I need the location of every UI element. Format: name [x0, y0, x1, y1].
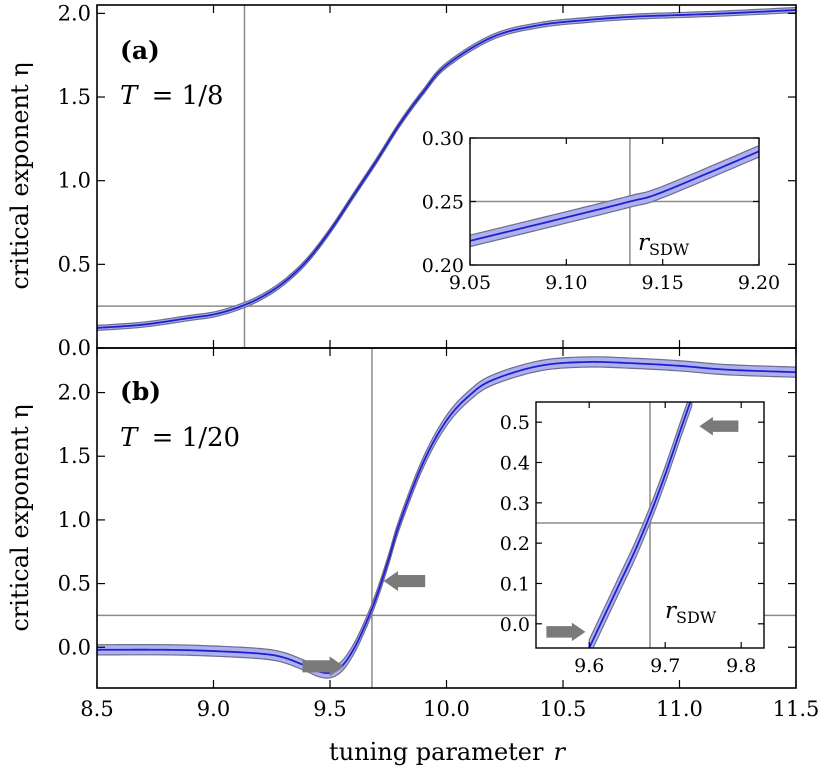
- inset-b-ytick-label-0: 0.0: [500, 614, 530, 636]
- panel-b-ytick-label-4: 2.0: [58, 381, 91, 405]
- inset-a-xtick-label-0: 9.05: [449, 272, 491, 294]
- inset-b-ytick-label-5: 0.5: [500, 412, 530, 434]
- inset-b-line-0: [588, 402, 692, 648]
- panel-a-ytick-label-3: 1.5: [58, 85, 91, 109]
- inset-a-line-0: [470, 150, 759, 242]
- inset-b-band-0: [588, 402, 693, 648]
- inset-a-rsdw-label: rSDW: [638, 230, 690, 259]
- panel-b-line-0: [97, 361, 796, 674]
- panel-b-temp-value: = 1/20: [152, 423, 240, 453]
- inset-b-ytick-label-4: 0.4: [500, 452, 530, 474]
- panel-a-inset: 0.20 0.25 0.30 9.05 9.10 9.15 9.20 rSDW: [422, 128, 780, 294]
- panel-b-xtick-label-4: 10.5: [540, 697, 587, 721]
- panel-b-ytick-label-2: 1.0: [58, 508, 91, 532]
- panel-a-label: (a): [120, 36, 160, 65]
- inset-b-arrow-0: [546, 622, 586, 642]
- inset-b-ytick-label-3: 0.3: [500, 493, 530, 515]
- panel-a-temp-var: T: [120, 81, 139, 111]
- panel-b-xtick-label-6: 11.5: [773, 697, 820, 721]
- inset-a-xtick-label-3: 9.20: [738, 272, 780, 294]
- panel-b-ytick-label-1: 0.5: [58, 572, 91, 596]
- x-axis-label: tuning parameter r: [329, 738, 566, 766]
- panel-b: 0.0 0.5 1.0 1.5 2.0 8.5 9.0 9.5 10.0 10.5 11.0 11.5…: [6, 347, 820, 766]
- inset-b-ytick-label-1: 0.1: [500, 573, 530, 595]
- inset-b-rsdw-label: rSDW: [665, 598, 717, 627]
- inset-b-arrow-1: [699, 416, 739, 436]
- inset-a-xtick-label-1: 9.10: [545, 272, 587, 294]
- panel-b-ytick-label-3: 1.5: [58, 444, 91, 468]
- panel-b-xtick-label-0: 8.5: [80, 697, 113, 721]
- panel-b-xtick-label-5: 11.0: [656, 697, 703, 721]
- panel-b-arrow-1: [383, 571, 426, 591]
- panel-a-ytick-label-0: 0.0: [58, 336, 91, 360]
- svg-text:T = 1/20: T = 1/20: [120, 423, 240, 453]
- panel-b-xtick-label-1: 9.0: [197, 697, 230, 721]
- inset-a-ytick-label-2: 0.30: [422, 128, 464, 150]
- panel-a-band-0: [97, 6, 796, 332]
- panel-a-line-0: [97, 9, 796, 329]
- inset-b-frame: [535, 401, 765, 649]
- panel-b-xtick-label-2: 9.5: [313, 697, 346, 721]
- panel-b-temp-var: T: [120, 423, 139, 453]
- panel-a-temp-value: = 1/8: [152, 81, 224, 111]
- inset-b-xtick-label-1: 9.7: [650, 655, 680, 677]
- panel-b-inset: 0.0 0.1 0.2 0.3 0.4 0.5 9.6 9.7 9.8 rSDW: [500, 401, 765, 677]
- panel-a-ytick-label-2: 1.0: [58, 169, 91, 193]
- panel-b-ylabel: critical exponent η: [6, 404, 34, 631]
- inset-b-ytick-label-2: 0.2: [500, 533, 530, 555]
- panel-b-arrow-0: [302, 656, 344, 677]
- panel-a-ytick-label-4: 2.0: [58, 1, 91, 25]
- inset-b-xtick-label-0: 9.6: [574, 655, 604, 677]
- inset-a-xtick-label-2: 9.15: [642, 272, 684, 294]
- panel-a: 0.0 0.5 1.0 1.5 2.0 (a) T = 1/8 critical exp…: [6, 1, 797, 360]
- panel-b-ytick-label-0: 0.0: [58, 635, 91, 659]
- inset-b-xtick-label-2: 9.8: [726, 655, 756, 677]
- inset-a-band-0: [470, 144, 759, 248]
- panel-a-ytick-label-1: 0.5: [58, 252, 91, 276]
- panel-b-xtick-label-3: 10.0: [423, 697, 470, 721]
- inset-a-ytick-label-1: 0.25: [422, 192, 464, 214]
- svg-text:T = 1/8: T = 1/8: [120, 81, 224, 111]
- inset-a-ytick-label-0: 0.20: [422, 255, 464, 277]
- panel-a-ylabel: critical exponent η: [6, 62, 34, 289]
- panel-b-label: (b): [120, 377, 161, 406]
